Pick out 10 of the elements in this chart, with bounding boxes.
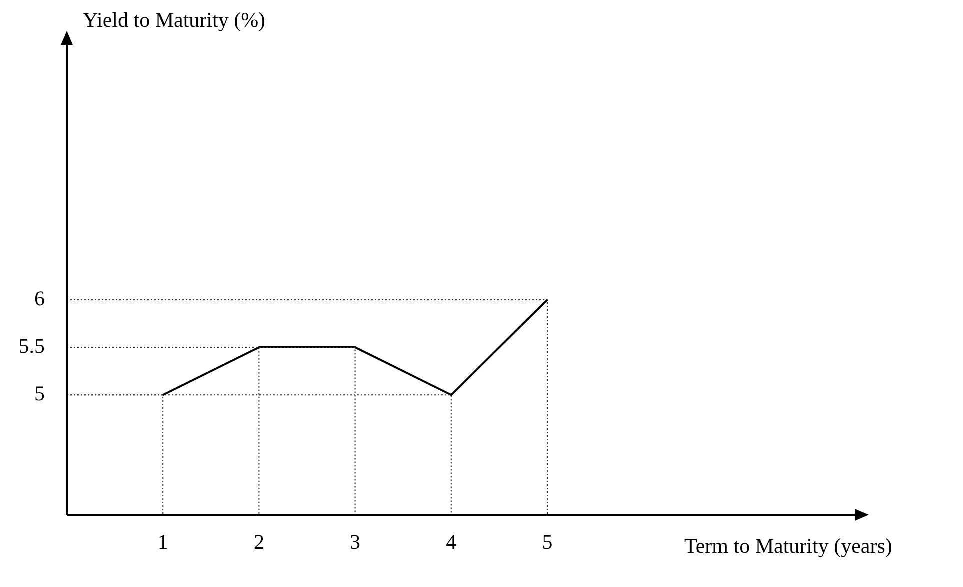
x-axis-title: Term to Maturity (years) [684,534,892,558]
y-tick-label: 5 [34,382,45,406]
x-tick-label: 5 [542,530,553,554]
x-tick-label: 2 [254,530,264,554]
y-tick-label: 5.5 [18,334,45,358]
x-tick-label: 1 [158,530,168,554]
y-tick-label: 6 [34,286,45,310]
x-tick-label: 4 [446,530,458,554]
x-tick-label: 3 [350,530,361,554]
y-axis-title: Yield to Maturity (%) [83,8,266,32]
